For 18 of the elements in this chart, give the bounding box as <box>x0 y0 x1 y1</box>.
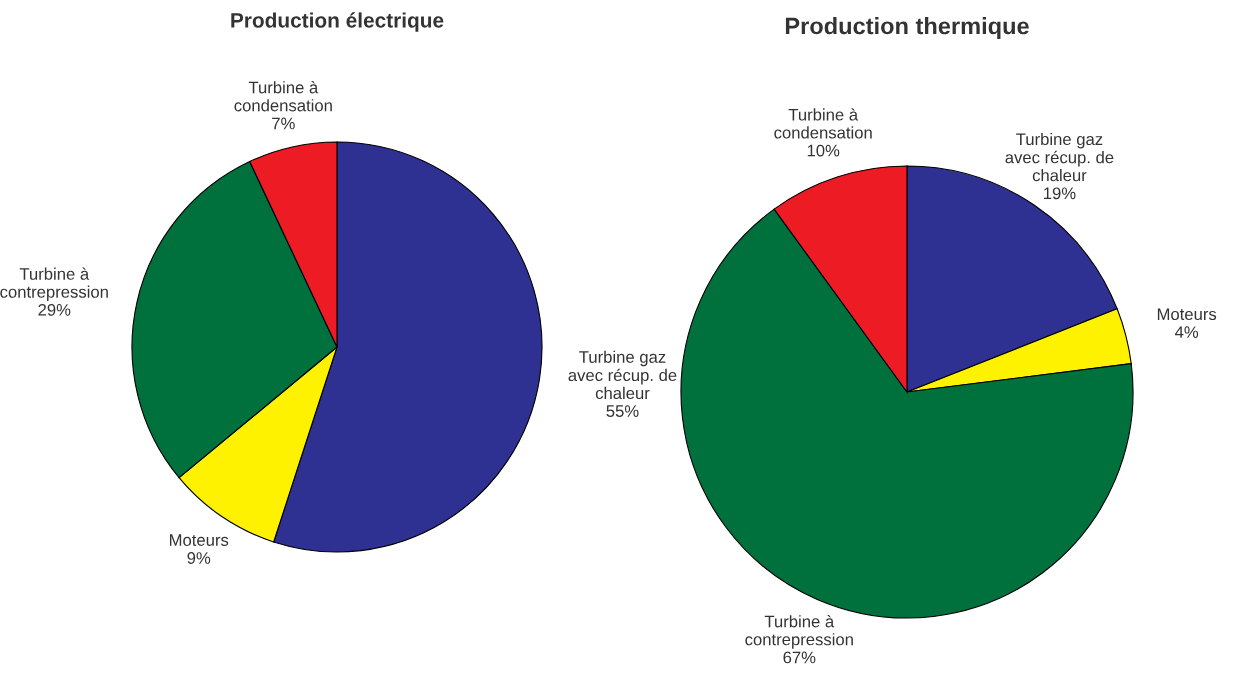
slice-label: Turbine à contrepression <box>745 614 853 649</box>
data-label: 29% <box>38 303 71 316</box>
data-label: 55% <box>606 405 639 417</box>
slice-label: Turbine à contrepression <box>0 267 108 302</box>
slice-label: Moteurs <box>169 534 229 546</box>
data-label: 9% <box>187 552 211 564</box>
chart-title: Production thermique <box>785 17 1029 39</box>
data-label: 10% <box>807 144 840 157</box>
chart-title: Production électrique <box>231 12 444 32</box>
slice-label: Moteurs <box>1157 308 1217 321</box>
data-label: 19% <box>1044 187 1076 200</box>
data-label: 7% <box>272 117 295 130</box>
slice-label: Turbine gaz avec récup. de chaleur <box>568 350 677 400</box>
data-label: 4% <box>1174 326 1199 338</box>
slice-label: Turbine à condensation <box>234 81 332 112</box>
data-label: 67% <box>783 651 816 664</box>
slice-label: Turbine à condensation <box>774 108 872 139</box>
slice-label: Turbine gaz avec récup. de chaleur <box>1005 132 1114 182</box>
